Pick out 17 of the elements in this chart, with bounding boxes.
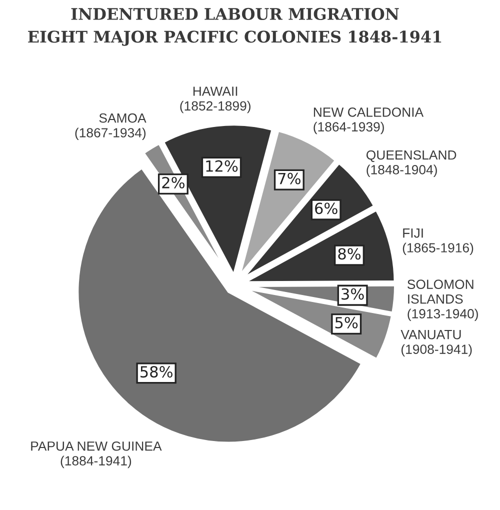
data-label: 6% — [315, 202, 338, 214]
data-label: 12% — [206, 160, 238, 172]
data-label: 8% — [338, 248, 361, 260]
data-label: 3% — [342, 288, 364, 300]
data-label: 2% — [162, 176, 184, 188]
data-label: 58% — [140, 366, 172, 378]
slice-label: FIJI (1865-1916) — [402, 228, 474, 256]
slice-label: QUEENSLAND (1848-1904) — [366, 150, 456, 177]
slice-label: VANUATU (1908-1941) — [400, 330, 472, 357]
slice-label: NEW CALEDONIA (1864-1939) — [314, 107, 424, 134]
slice-label: PAPUA NEW GUINEA (1884-1941) — [31, 441, 162, 468]
data-label: 5% — [335, 316, 358, 328]
data-label: 7% — [278, 172, 300, 184]
slice-label: SAMOA (1867-1934) — [75, 113, 146, 140]
slice-label: HAWAII (1852-1899) — [180, 86, 250, 114]
chart-title: INDENTURED LABOUR MIGRATION EIGHT MAJOR PACIFIC COLONIES 1848-1941 — [28, 8, 442, 46]
slice-label: SOLOMON ISLANDS (1913-1940) — [407, 280, 478, 321]
